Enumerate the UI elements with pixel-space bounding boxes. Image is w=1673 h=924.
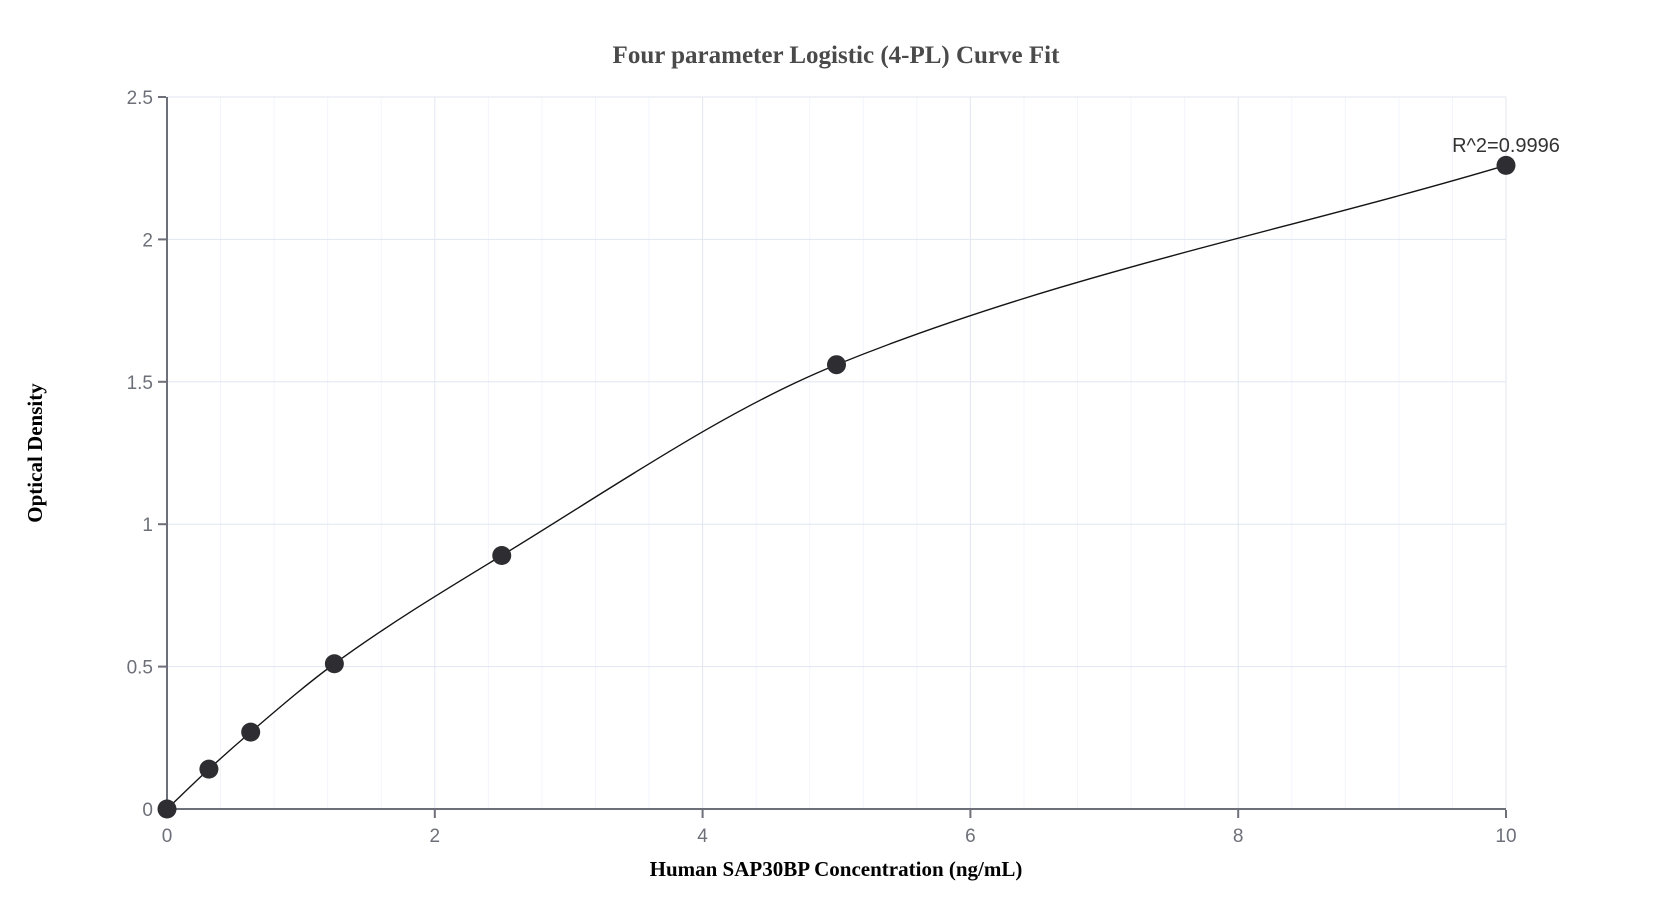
data-point	[492, 546, 512, 566]
data-point	[157, 799, 177, 819]
y-tick-label: 1	[142, 515, 153, 536]
fit-curve	[166, 164, 1507, 810]
fit-curve-path	[166, 164, 1507, 810]
y-tick-label: 0.5	[127, 658, 153, 679]
x-tick-label: 8	[1233, 826, 1244, 847]
x-tick-label: 6	[965, 826, 976, 847]
major-gridlines	[167, 96, 1507, 809]
data-point	[827, 355, 846, 375]
chart-title: Four parameter Logistic (4-PL) Curve Fit	[613, 42, 1061, 69]
tick-labels: 0 2 4 6 8 10 0 0.5 1 1.5 2 2.5	[127, 88, 1517, 847]
y-tick-label: 2.5	[127, 88, 153, 109]
y-tick-label: 2	[142, 230, 153, 251]
x-tick-label: 10	[1495, 826, 1516, 847]
data-points	[157, 155, 1516, 819]
x-tick-label: 4	[697, 826, 708, 847]
data-point	[1496, 155, 1516, 175]
r-squared-annotation: R^2=0.9996	[1452, 135, 1560, 157]
data-point	[241, 722, 261, 742]
data-point	[324, 654, 344, 674]
x-tick-label: 2	[430, 826, 441, 847]
y-axis-title: Optical Density	[23, 383, 47, 523]
y-tick-label: 0	[142, 800, 153, 821]
y-tick-label: 1.5	[127, 373, 153, 394]
minor-gridlines	[220, 97, 1453, 809]
x-axis-title: Human SAP30BP Concentration (ng/mL)	[650, 857, 1023, 881]
axes	[158, 96, 1507, 818]
data-point	[199, 759, 219, 779]
x-tick-label: 0	[162, 826, 173, 847]
